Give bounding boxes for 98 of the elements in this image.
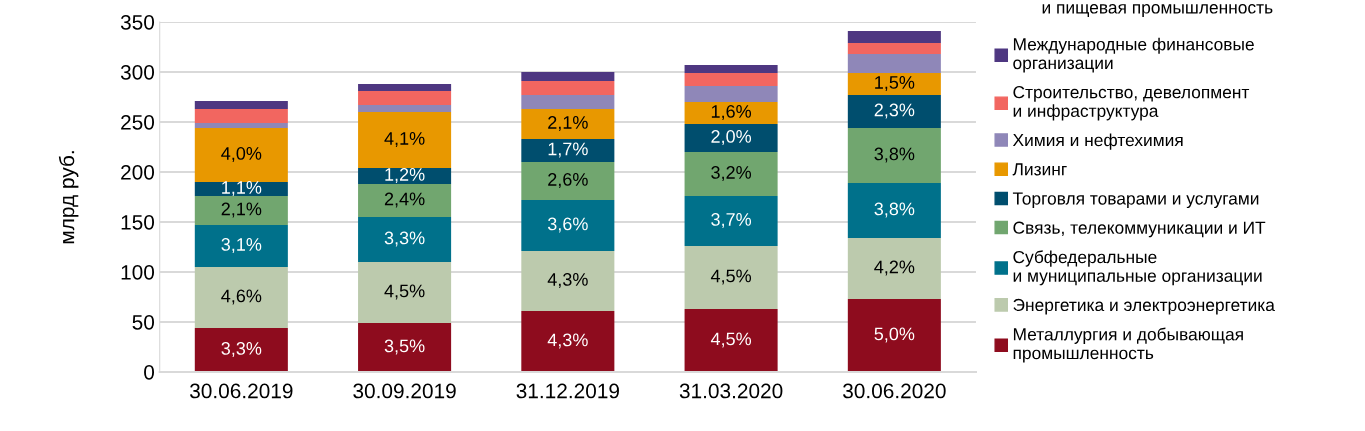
legend-label: Субфедеральные и муниципальные организации [1013,250,1262,286]
annotation: 1,7% [548,142,588,158]
bar [684,308,778,372]
annotation: 2,1% [548,116,588,131]
x-tick-label: 30.09.2019 [353,383,456,399]
x-tick-label: 30.06.2019 [190,383,293,399]
bar [847,53,941,73]
legend-label: Торговля товарами и услугами [1012,192,1259,209]
annotation: 5,0% [874,327,915,343]
bar [358,183,452,217]
annotation: 3,3% [221,342,262,357]
annotation: 3,7% [711,213,752,228]
bar [684,101,778,124]
y-tick-label: 0 [144,364,155,380]
legend-label: Строительство, девелопмент и инфраструктура [1013,86,1250,121]
bar [194,108,288,123]
annotation: 2,3% [874,103,915,119]
annotation: 2,6% [548,173,588,188]
annotation: 3,3% [384,231,425,247]
bar [847,298,941,372]
y-tick-label: 150 [121,214,155,230]
bar [358,261,452,323]
bar [684,64,778,73]
bar [358,216,452,262]
bar [521,108,615,139]
annotation: 4,6% [221,289,262,305]
bar [194,127,288,182]
y-tick-label: 100 [121,264,155,280]
bar [194,100,288,109]
bar [684,123,778,152]
bar [684,151,778,196]
x-tick-label: 30.06.2020 [843,383,946,399]
annotation: 4,0% [221,147,262,162]
bar [358,104,452,112]
annotation: 3,5% [384,339,425,355]
y-tick-label: 50 [132,314,155,330]
annotation: 4,5% [384,284,425,300]
bar [847,94,941,128]
bar [194,224,288,267]
x-tick-label: 31.12.2019 [516,383,619,399]
bar [684,245,778,309]
bar [358,90,452,105]
legend-label: Энергетика и электроэнергетика [1013,298,1275,315]
legend-label: Лизинг [1012,163,1067,176]
bar [847,182,941,238]
annotation: 4,5% [710,269,752,285]
text: и пищевая промышленность [1042,4,1273,18]
legend-label: Международные финансовые организации [1013,37,1254,73]
annotation: 2,0% [711,130,752,145]
y-tick-label: 200 [121,164,155,180]
annotation: 2,4% [384,192,425,208]
annotation: 2,1% [221,202,262,218]
bar [521,310,615,372]
bar [847,127,941,183]
bar [847,30,941,43]
annotation: 1,1% [222,181,262,196]
annotation: 1,6% [711,105,752,120]
bar [194,327,288,372]
bar [684,72,778,86]
y-tick-label: 250 [121,114,155,130]
bar [358,167,452,184]
y-axis-title: млрд руб. [58,151,79,244]
annotation: 4,1% [384,132,425,147]
bar [521,80,615,95]
bar [521,138,615,162]
bar [847,237,941,299]
bar [684,85,778,102]
bar [358,322,452,372]
annotation: 3,6% [547,217,588,233]
annotation: 3,8% [874,147,915,163]
bar [684,195,778,246]
bar [847,42,941,54]
annotation: 4,3% [547,273,588,288]
bar [521,71,615,81]
legend-label: Связь, телекоммуникации и ИТ [1013,221,1266,238]
annotation: 4,2% [874,260,915,276]
bar [194,122,288,128]
y-tick-label: 300 [120,64,155,80]
bar [521,94,615,109]
annotation: 4,5% [710,332,752,348]
bar [521,161,615,200]
annotation: 1,5% [875,76,915,91]
bar [194,266,288,328]
annotation: 3,2% [711,166,752,181]
legend-label: Химия и нефтехимия [1012,133,1183,150]
bar [521,250,615,311]
bar [194,195,288,225]
bar [847,72,941,95]
legend-label: Металлургия и добывающая промышленность [1013,327,1243,363]
annotation: 4,3% [547,333,588,349]
bar [358,111,452,168]
annotation: 1,2% [385,168,425,183]
x-tick-label: 31.03.2020 [679,383,783,399]
bar [358,83,452,91]
bar [521,199,615,251]
y-tick-label: 350 [120,14,155,30]
annotation: 3,1% [221,238,262,253]
annotation: 3,8% [874,202,915,218]
